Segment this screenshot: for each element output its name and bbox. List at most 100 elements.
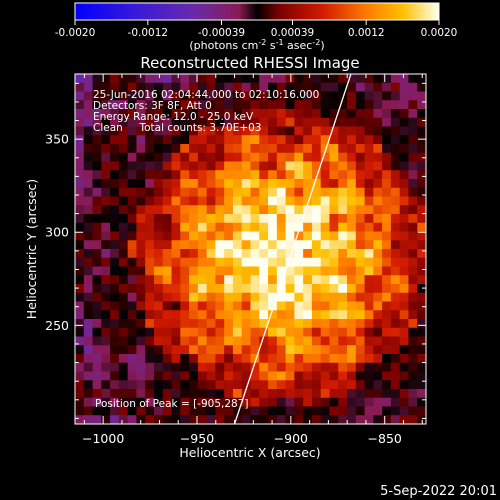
image-pixel	[206, 389, 216, 399]
image-pixel	[171, 91, 181, 101]
image-pixel	[347, 380, 357, 390]
image-pixel	[364, 380, 374, 390]
image-pixel	[92, 240, 102, 250]
image-pixel	[390, 161, 401, 171]
image-pixel	[118, 214, 129, 224]
image-pixel	[329, 152, 339, 162]
image-pixel	[294, 371, 304, 381]
image-pixel	[311, 249, 322, 259]
x-tick-label: −1000	[82, 431, 124, 446]
image-pixel	[153, 354, 164, 364]
image-pixel	[206, 231, 216, 241]
image-pixel	[320, 275, 330, 285]
image-pixel	[268, 74, 278, 84]
image-pixel	[110, 240, 120, 250]
image-pixel	[338, 362, 348, 372]
image-pixel	[364, 266, 374, 276]
image-pixel	[417, 205, 426, 215]
image-pixel	[180, 214, 190, 224]
image-pixel	[118, 179, 129, 189]
image-pixel	[338, 310, 348, 320]
image-pixel	[110, 319, 120, 329]
image-pixel	[136, 284, 146, 294]
image-pixel	[285, 144, 295, 154]
image-pixel	[206, 100, 216, 110]
image-pixel	[355, 362, 365, 372]
image-pixel	[110, 161, 120, 171]
image-pixel	[215, 222, 225, 232]
image-pixel	[364, 82, 374, 92]
image-pixel	[92, 249, 102, 259]
image-pixel	[390, 310, 401, 320]
image-pixel	[294, 345, 304, 355]
image-pixel	[118, 144, 129, 154]
image-pixel	[75, 161, 85, 171]
image-pixel	[215, 100, 225, 110]
image-pixel	[224, 354, 234, 364]
image-pixel	[399, 301, 409, 311]
image-pixel	[83, 345, 93, 355]
image-pixel	[250, 240, 260, 250]
image-pixel	[347, 152, 357, 162]
image-pixel	[101, 214, 111, 224]
image-pixel	[320, 126, 330, 136]
image-pixel	[232, 354, 243, 364]
image-pixel	[294, 196, 304, 206]
image-pixel	[329, 82, 339, 92]
image-pixel	[145, 222, 155, 232]
image-pixel	[399, 257, 409, 267]
image-pixel	[320, 196, 330, 206]
image-pixel	[118, 327, 129, 337]
image-pixel	[329, 257, 339, 267]
image-pixel	[127, 205, 137, 215]
footer-date: 5-Sep-2022 20:01	[380, 484, 497, 499]
image-pixel	[320, 100, 330, 110]
image-pixel	[75, 100, 85, 110]
image-pixel	[373, 354, 383, 364]
image-pixel	[259, 91, 269, 101]
image-pixel	[329, 266, 339, 276]
image-pixel	[285, 284, 295, 294]
image-pixel	[373, 196, 383, 206]
image-pixel	[320, 380, 330, 390]
image-pixel	[303, 406, 313, 416]
image-pixel	[197, 389, 208, 399]
image-pixel	[355, 345, 365, 355]
image-pixel	[162, 345, 172, 355]
image-pixel	[250, 144, 260, 154]
image-pixel	[180, 117, 190, 127]
image-pixel	[399, 74, 409, 84]
image-pixel	[382, 214, 392, 224]
image-pixel	[224, 301, 234, 311]
image-pixel	[153, 187, 164, 197]
image-pixel	[153, 152, 164, 162]
image-pixel	[408, 415, 418, 424]
image-pixel	[180, 327, 190, 337]
image-pixel	[118, 240, 129, 250]
image-pixel	[136, 205, 146, 215]
image-pixel	[118, 371, 129, 381]
image-pixel	[153, 144, 164, 154]
image-pixel	[329, 371, 339, 381]
image-pixel	[162, 144, 172, 154]
image-pixel	[399, 406, 409, 416]
image-pixel	[382, 240, 392, 250]
image-pixel	[417, 196, 426, 206]
image-pixel	[171, 109, 181, 119]
image-pixel	[215, 266, 225, 276]
image-pixel	[268, 319, 278, 329]
image-pixel	[75, 117, 85, 127]
image-pixel	[215, 170, 225, 180]
image-pixel	[232, 310, 243, 320]
image-pixel	[311, 362, 322, 372]
image-pixel	[294, 284, 304, 294]
image-pixel	[399, 415, 409, 424]
image-pixel	[189, 91, 199, 101]
image-pixel	[224, 196, 234, 206]
image-pixel	[285, 82, 295, 92]
image-pixel	[259, 354, 269, 364]
image-pixel	[145, 135, 155, 145]
image-pixel	[303, 109, 313, 119]
image-pixel	[101, 100, 111, 110]
